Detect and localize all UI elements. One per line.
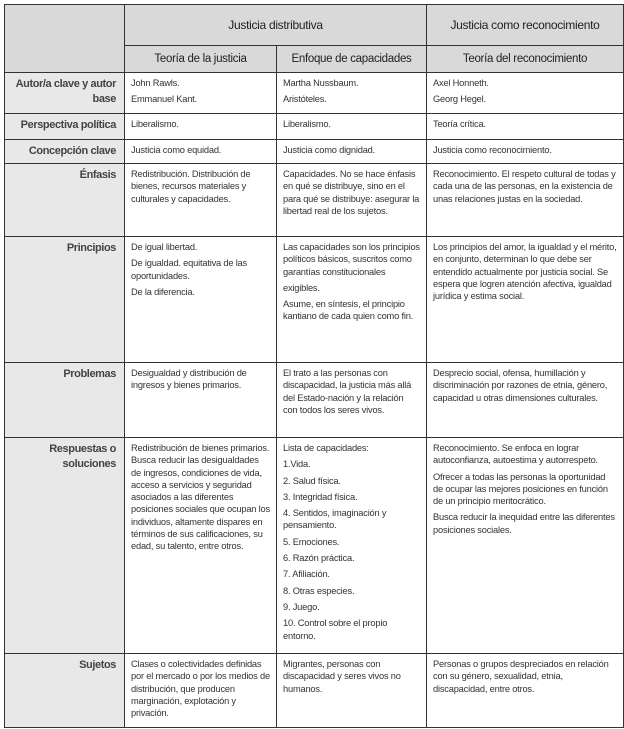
cell-paragraph: Justicia como reconocimiento. [433,145,552,155]
subheader-teoria-justicia: Teoría de la justicia [124,45,277,73]
cell-paragraph: Clases o colectividades definidas por el… [131,659,270,719]
table-cell: Los principios del amor, la igualdad y e… [426,236,624,363]
table-row: Perspectiva política Liberalismo. Liberali… [4,113,624,140]
header-justicia-distributiva: Justicia distributiva [124,4,427,46]
table-cell: De igual libertad. De igualdad. equitativ… [124,236,277,363]
table-cell: Axel Honneth. Georg Hegel. [426,72,624,114]
cell-paragraph: Martha Nussbaum. [283,78,359,88]
cell-paragraph: Teoría crítica. [433,119,486,129]
table-cell: Justicia como reconocimiento. [426,139,624,164]
cell-paragraph: De igualdad. equitativa de las oportunid… [131,258,247,281]
corner-cell [4,4,125,73]
table-cell: Migrantes, personas con discapacidad y s… [276,653,427,728]
cell-paragraph: 1.Vida. [283,459,311,470]
table-cell: Capacidades. No se hace énfasis en qué s… [276,163,427,237]
cell-paragraph: exigibles. [283,282,320,293]
table-row: Respuestas o soluciones Redistribución de… [4,437,624,654]
cell-paragraph: Reconocimiento. El respeto cultural de t… [433,169,616,204]
cell-paragraph: El trato a las personas con discapacidad… [283,368,412,415]
table-row: Énfasis Redistribución. Distribución de b… [4,163,624,237]
subheader-enfoque-capacidades: Enfoque de capacidades [276,45,427,73]
cell-paragraph: De igual libertad. [131,242,198,252]
row-label: Perspectiva política [4,113,125,140]
table-cell: Justicia como dignidad. [276,139,427,164]
cell-paragraph: Ofrecer a todas las personas la oportuni… [433,471,608,507]
cell-paragraph: Redistribución de bienes primarios. Busc… [131,443,270,552]
row-label: Sujetos [4,653,125,728]
cell-paragraph: 3. Integridad física. [283,491,358,502]
cell-paragraph: Liberalismo. [283,119,331,129]
cell-paragraph: Asume, en síntesis, el principio kantian… [283,299,414,322]
table-cell: El trato a las personas con discapacidad… [276,362,427,438]
table-cell: Martha Nussbaum. Aristóteles. [276,72,427,114]
cell-paragraph: 7. Afiliación. [283,569,330,580]
table-cell: Liberalismo. [276,113,427,140]
cell-paragraph: 5. Emociones. [283,536,340,547]
cell-paragraph: Aristóteles. [283,94,327,105]
table-row: Autor/a clave y autor base John Rawls. Emm… [4,72,624,114]
cell-paragraph: Las capacidades son los principios polít… [283,242,420,277]
table-row: Concepción clave Justicia como equidad. Ju… [4,139,624,164]
header-justicia-reconocimiento: Justicia como reconocimiento [426,4,624,46]
cell-paragraph: Justicia como dignidad. [283,145,376,155]
cell-paragraph: Justicia como equidad. [131,145,222,155]
cell-paragraph: John Rawls. [131,78,180,88]
cell-paragraph: Capacidades. No se hace énfasis en qué s… [283,169,420,216]
table-cell: Las capacidades son los principios polít… [276,236,427,363]
cell-paragraph: 4. Sentidos, imaginación y pensamiento. [283,508,387,531]
cell-paragraph: 8. Otras especies. [283,585,355,596]
cell-paragraph: Los principios del amor, la igualdad y e… [433,242,617,302]
table-cell: Reconocimiento. Se enfoca en lograr auto… [426,437,624,654]
cell-paragraph: 10. Control sobre el propio entorno. [283,618,388,641]
cell-paragraph: Georg Hegel. [433,94,486,105]
table-cell: Clases o colectividades definidas por el… [124,653,277,728]
cell-paragraph: De la diferencia. [131,286,195,297]
cell-paragraph: Reconocimiento. Se enfoca en lograr auto… [433,443,598,466]
subheader-teoria-reconocimiento: Teoría del reconocimiento [426,45,624,73]
row-label: Principios [4,236,125,363]
table-cell: Justicia como equidad. [124,139,277,164]
table-cell: Reconocimiento. El respeto cultural de t… [426,163,624,237]
table-cell: Teoría crítica. [426,113,624,140]
table-cell: Liberalismo. [124,113,277,140]
cell-paragraph: Emmanuel Kant. [131,94,197,105]
row-label: Problemas [4,362,125,438]
cell-paragraph: 9. Juego. [283,601,320,612]
table-cell: Redistribución de bienes primarios. Busc… [124,437,277,654]
table-cell: Desigualdad y distribución de ingresos y… [124,362,277,438]
table-cell: Desprecio social, ofensa, humillación y … [426,362,624,438]
cell-paragraph: Liberalismo. [131,119,179,129]
cell-paragraph: Desprecio social, ofensa, humillación y … [433,368,608,403]
cell-paragraph: Desigualdad y distribución de ingresos y… [131,368,247,391]
table-row: Principios De igual libertad. De igualdad.… [4,236,624,363]
cell-paragraph: Lista de capacidades: [283,443,369,453]
table-cell: Redistribución. Distribución de bienes, … [124,163,277,237]
table-cell: John Rawls. Emmanuel Kant. [124,72,277,114]
table-cell: Lista de capacidades: 1.Vida. 2. Salud fís… [276,437,427,654]
cell-paragraph: 6. Razón práctica. [283,553,355,564]
table-cell: Personas o grupos despreciados en relaci… [426,653,624,728]
cell-paragraph: Redistribución. Distribución de bienes, … [131,169,251,204]
row-label: Énfasis [4,163,125,237]
comparison-table: Justicia distributiva Justicia como reco… [4,4,624,728]
row-label: Respuestas o soluciones [4,437,125,654]
cell-paragraph: 2. Salud física. [283,475,341,486]
cell-paragraph: Axel Honneth. [433,78,489,88]
cell-paragraph: Personas o grupos despreciados en relaci… [433,659,609,694]
cell-paragraph: Migrantes, personas con discapacidad y s… [283,659,401,694]
table-row: Problemas Desigualdad y distribución de i… [4,362,624,438]
row-label: Autor/a clave y autor base [4,72,125,114]
row-label: Concepción clave [4,139,125,164]
table-row: Sujetos Clases o colectividades definidas… [4,653,624,728]
cell-paragraph: Busca reducir la inequidad entre las dif… [433,512,615,535]
